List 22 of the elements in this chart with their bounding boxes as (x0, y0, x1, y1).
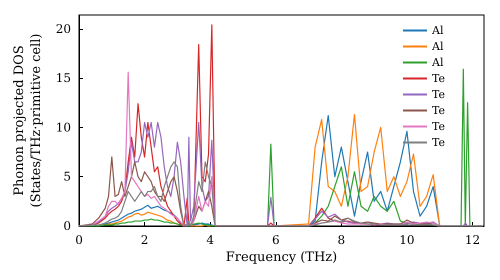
legend-label: Te (432, 72, 446, 85)
y-tick-label: 15 (56, 71, 71, 86)
x-axis-title: Frequency (THz) (226, 250, 338, 265)
y-tick-label: 5 (63, 170, 71, 184)
y-tick-label: 20 (56, 22, 71, 36)
y-tick-label: 0 (63, 219, 71, 233)
legend-label: Te (432, 104, 446, 117)
legend-label: Te (432, 88, 446, 101)
x-tick-label: 0 (75, 233, 83, 247)
x-tick-label: 4 (206, 233, 214, 247)
x-tick-label: 6 (272, 233, 280, 247)
legend-label: Te (432, 120, 446, 133)
y-tick-label: 10 (56, 120, 71, 134)
legend-label: Al (431, 56, 444, 69)
legend-label: Te (432, 136, 446, 149)
x-tick-label: 8 (338, 233, 346, 247)
x-tick-label: 12 (464, 233, 480, 247)
x-tick-label: 10 (399, 233, 415, 247)
legend-label: Al (431, 24, 444, 37)
legend-label: Al (431, 40, 444, 53)
x-tick-label: 2 (140, 233, 148, 247)
y-axis-title: Phonon projected DOS (States/THz·primitive cell) (12, 33, 44, 208)
